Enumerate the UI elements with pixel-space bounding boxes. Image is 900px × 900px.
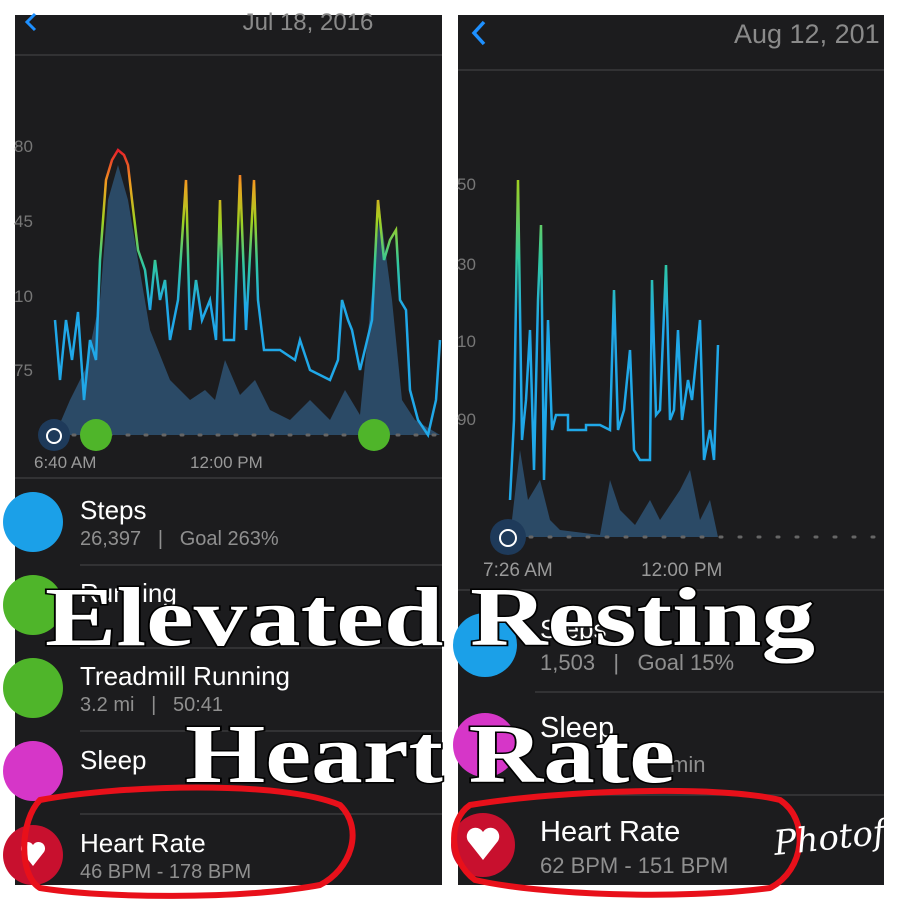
- sleep-icon: [3, 741, 63, 801]
- item-title[interactable]: Heart Rate: [540, 816, 680, 848]
- alarm-glyph: [46, 428, 62, 444]
- item-title[interactable]: Treadmill Running: [80, 661, 290, 691]
- item-title[interactable]: Steps: [80, 495, 147, 525]
- item-detail: 62 BPM - 151 BPM: [540, 853, 728, 878]
- sleep-icon: [453, 713, 517, 777]
- steps-icon: [453, 613, 517, 677]
- run-icon: [3, 658, 63, 718]
- y-label: 75: [14, 361, 33, 380]
- item-detail: 46 BPM - 178 BPM: [80, 861, 251, 883]
- item-title[interactable]: Sleep: [80, 745, 147, 775]
- heart-rate-trace: [53, 148, 442, 439]
- overlay-title: Elevated Resting: [45, 571, 815, 664]
- back-button[interactable]: [471, 20, 486, 46]
- run-icon[interactable]: [358, 419, 390, 451]
- date: Aug 12, 201: [734, 19, 880, 49]
- item-title[interactable]: Running: [80, 578, 177, 608]
- y-label: 45: [14, 212, 33, 231]
- item-title[interactable]: Sleep: [540, 712, 614, 744]
- y-label: 10: [457, 332, 476, 351]
- x-label: 7:26 AM: [483, 560, 553, 581]
- x-label: 12:00 PM: [641, 560, 722, 581]
- right-panel: Aug 12, 201 50 30 10 90 7:26 AM 12:00 PM…: [451, 15, 886, 885]
- activity-area: [55, 165, 440, 435]
- back-button[interactable]: [24, 12, 37, 32]
- y-label: 30: [457, 255, 476, 274]
- steps-icon: [3, 492, 63, 552]
- alarm-icon: [38, 419, 70, 451]
- left-panel: Jul 18, 2016 80 45 10 75 6:40 AM 12:00 P…: [3, 9, 442, 885]
- item-detail: min: [670, 752, 705, 777]
- item-detail: 3.2 mi | 50:41: [80, 694, 223, 716]
- heart-glyph: [466, 827, 500, 860]
- run-icon: [3, 575, 63, 635]
- y-label: 90: [457, 410, 476, 429]
- panel-bg: [458, 15, 884, 885]
- x-label: 12:00 PM: [190, 453, 263, 472]
- highlight-circle: [451, 787, 803, 898]
- item-title[interactable]: Steps: [540, 614, 607, 644]
- item-detail: 1,503 | Goal 15%: [540, 650, 734, 675]
- item-detail: 26,397 | Goal 263%: [80, 528, 279, 550]
- alarm-icon: [490, 519, 526, 555]
- run-icon[interactable]: [80, 419, 112, 451]
- heart-rate-trace: [508, 179, 720, 501]
- y-label: 50: [457, 175, 476, 194]
- overlay-title: Heart Rate: [185, 708, 675, 801]
- activity-area: [510, 450, 718, 537]
- x-label: 6:40 AM: [34, 453, 96, 472]
- highlight-circle: [21, 784, 356, 899]
- date: Jul 18, 2016: [243, 9, 374, 36]
- item-title[interactable]: Heart Rate: [80, 828, 206, 858]
- y-label: 80: [14, 137, 33, 156]
- alarm-glyph: [499, 529, 517, 547]
- y-label: 10: [14, 287, 33, 306]
